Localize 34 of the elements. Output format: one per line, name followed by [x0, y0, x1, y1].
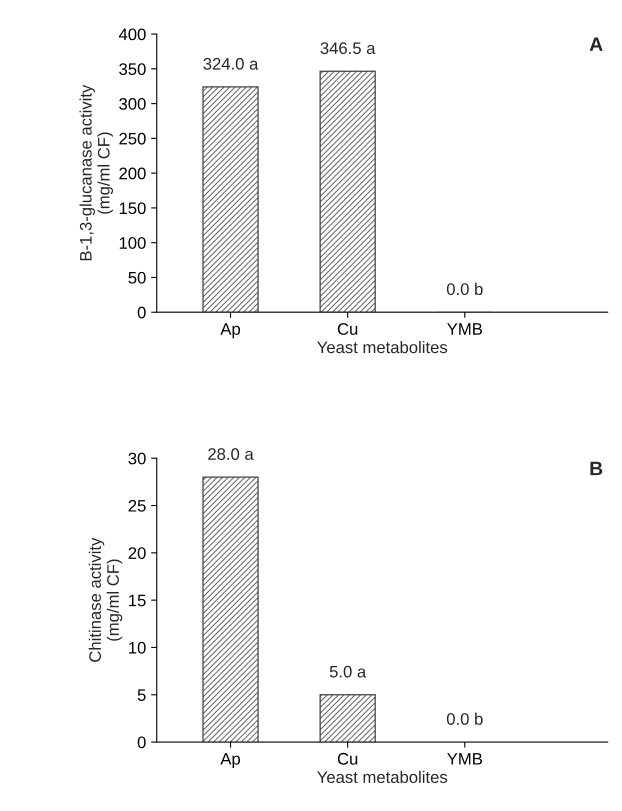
- y-tick-label: 400: [118, 28, 146, 40]
- y-tick-label: 15: [129, 594, 146, 606]
- y-tick-label: 30: [128, 452, 146, 464]
- data-label: 346.5 a: [320, 42, 376, 54]
- x-tick-label: YMB: [447, 753, 482, 765]
- y-tick-label: 25: [128, 500, 146, 512]
- y-tick-label: 0: [138, 306, 146, 318]
- y-tick-label: 350: [119, 63, 146, 76]
- y-tick-label: 150: [120, 202, 146, 214]
- x-tick-label: YMB: [447, 323, 482, 335]
- data-label: 28.0 a: [208, 448, 254, 460]
- data-label: 0.0 b: [446, 712, 483, 725]
- y-tick-label: 200: [119, 168, 146, 180]
- x-tick-label: Ap: [220, 753, 240, 768]
- x-axis-title: Yeast metabolites: [317, 340, 448, 354]
- y-tick-label: 5: [138, 689, 146, 701]
- y-tick-label: 0: [138, 736, 146, 748]
- data-label: 324.0 a: [203, 58, 258, 70]
- y-tick-label: 100: [120, 237, 146, 249]
- y-tick-label: 250: [119, 132, 146, 145]
- annotation: B: [590, 462, 602, 476]
- y-axis-title: Chitinase activity (mg/ml CF): [88, 538, 122, 662]
- y-tick-label: 10: [129, 642, 146, 654]
- x-tick-label: Cu: [338, 752, 358, 765]
- y-tick-label: 20: [128, 547, 146, 560]
- y-tick-label: 300: [119, 98, 146, 110]
- x-tick-label: Cu: [338, 323, 358, 335]
- y-tick-label: 50: [128, 272, 146, 284]
- x-axis-title: Yeast metabolites: [317, 770, 448, 784]
- x-tick-label: Ap: [220, 323, 240, 338]
- data-label: 5.0 a: [330, 666, 366, 678]
- annotation: A: [590, 38, 603, 51]
- data-label: 0.0 b: [446, 282, 483, 296]
- y-axis-title: B-1,3-glucanase activity (mg/ml CF): [79, 84, 113, 260]
